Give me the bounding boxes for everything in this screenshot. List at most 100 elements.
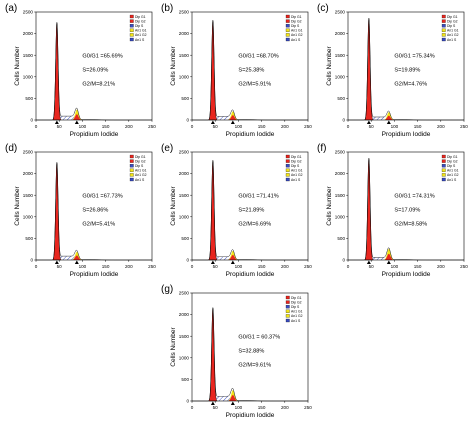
x-tick-label: 250: [304, 405, 312, 410]
x-tick-label: 200: [125, 124, 133, 129]
legend-entry: Dip S: [291, 164, 300, 168]
legend-entry: An1 G2: [447, 33, 459, 37]
legend-swatch: [441, 168, 446, 172]
plot-frame: [35, 151, 153, 261]
x-tick-label: 200: [281, 264, 289, 269]
legend-swatch: [441, 154, 446, 159]
legend-swatch: [285, 164, 290, 168]
g1-marker: [366, 260, 371, 264]
stat-line: G2/M=5.91%: [238, 81, 271, 87]
histogram-panel-7: (g)0 50 100 150 200 25005001000150020002500Pr…: [161, 284, 312, 419]
y-tick-label: 2500: [335, 150, 346, 155]
x-tick-label: 0: [35, 264, 38, 269]
y-tick-label: 2000: [335, 31, 346, 36]
x-axis-title: Propidium Iodide: [226, 412, 275, 419]
y-axis-title: Cells Number: [326, 45, 333, 85]
g1-peak-area: [208, 307, 218, 402]
legend-swatch: [129, 28, 134, 32]
x-tick-label: 200: [437, 264, 445, 269]
legend-swatch: [441, 28, 446, 32]
y-tick-label: 1000: [179, 355, 190, 360]
stat-line: G0/G1 =74.31%: [394, 193, 434, 199]
legend-swatch: [441, 33, 446, 37]
legend-swatch: [285, 154, 290, 159]
y-tick-label: 1000: [179, 214, 190, 219]
g2-peak-core: [73, 255, 81, 260]
x-tick-label: 0: [347, 124, 350, 129]
legend-entry: Dip G1: [135, 155, 146, 159]
legend-swatch: [441, 173, 446, 177]
y-tick-label: 1500: [179, 193, 190, 198]
legend-entry: An1 G2: [135, 33, 147, 37]
g2-marker: [230, 401, 235, 405]
y-tick-label: 0: [342, 258, 345, 263]
legend-entry: Dip G2: [291, 19, 302, 23]
panel-label: (e): [161, 143, 173, 154]
y-axis-title: Cells Number: [170, 185, 177, 225]
s-phase-area: [212, 116, 235, 120]
g2-peak-core: [385, 253, 393, 260]
legend-swatch: [441, 37, 446, 42]
legend-swatch: [285, 33, 290, 37]
legend-swatch: [285, 314, 290, 318]
legend-swatch: [129, 14, 134, 19]
legend-entry: Dip G1: [291, 155, 302, 159]
legend-entry: An1 G2: [291, 33, 303, 37]
legend-entry: An1 G2: [447, 173, 459, 177]
legend-swatch: [285, 159, 290, 163]
legend-entry: Dip S: [291, 24, 300, 28]
legend-entry: An1 G1: [291, 29, 303, 33]
g1-peak-area: [52, 22, 62, 121]
y-axis-title: Cells Number: [14, 185, 21, 225]
legend-entry: An1 G1: [135, 29, 147, 33]
legend-entry: Dip G1: [291, 15, 302, 19]
y-tick-label: 2500: [179, 10, 190, 15]
g1-peak-area: [364, 158, 374, 261]
legend-swatch: [285, 300, 290, 304]
g2-marker: [386, 260, 391, 264]
stat-line: G2/M=9.61%: [238, 362, 271, 368]
g2-marker: [230, 120, 235, 124]
x-tick-label: 150: [102, 124, 110, 129]
y-tick-label: 2500: [335, 10, 346, 15]
y-tick-label: 2000: [179, 171, 190, 176]
legend-swatch: [129, 173, 134, 177]
y-tick-label: 1500: [179, 334, 190, 339]
x-axis-title: Propidium Iodide: [226, 271, 275, 278]
y-axis-title: Cells Number: [326, 185, 333, 225]
legend-entry: An1 S: [291, 38, 301, 42]
legend-entry: An1 G1: [447, 29, 459, 33]
legend-entry: An1 S: [291, 178, 301, 182]
x-tick-label: 250: [304, 264, 312, 269]
plot-frame: [347, 151, 465, 261]
legend-swatch: [441, 159, 446, 163]
legend-entry: An1 G1: [291, 310, 303, 314]
histogram-panel-4: (d)0 50 100 150 200 25005001000150020002500Pr…: [5, 143, 156, 278]
g1-peak-area: [52, 162, 62, 261]
y-tick-label: 1500: [23, 193, 34, 198]
x-tick-label: 0: [347, 264, 350, 269]
legend-entry: An1 S: [447, 178, 457, 182]
x-tick-label: 100: [235, 405, 243, 410]
legend-entry: Dip G1: [291, 296, 302, 300]
y-tick-label: 500: [181, 377, 189, 382]
x-tick-label: 250: [148, 124, 156, 129]
stat-line: S=17.09%: [394, 207, 420, 213]
y-tick-label: 1000: [335, 74, 346, 79]
stat-line: G2/M=4.76%: [394, 81, 427, 87]
y-tick-label: 1000: [335, 214, 346, 219]
x-tick-label: 100: [79, 264, 87, 269]
legend-swatch: [441, 14, 446, 19]
panel-label: (f): [317, 143, 326, 154]
x-tick-label: 200: [281, 124, 289, 129]
g2-marker: [74, 260, 79, 264]
legend-entry: Dip S: [135, 164, 144, 168]
x-tick-label: 150: [414, 264, 422, 269]
y-tick-label: 2500: [23, 150, 34, 155]
y-tick-label: 500: [25, 96, 33, 101]
y-tick-label: 500: [337, 96, 345, 101]
g2-marker: [230, 260, 235, 264]
y-tick-label: 1000: [179, 74, 190, 79]
y-tick-label: 1000: [23, 74, 34, 79]
legend-swatch: [285, 14, 290, 19]
